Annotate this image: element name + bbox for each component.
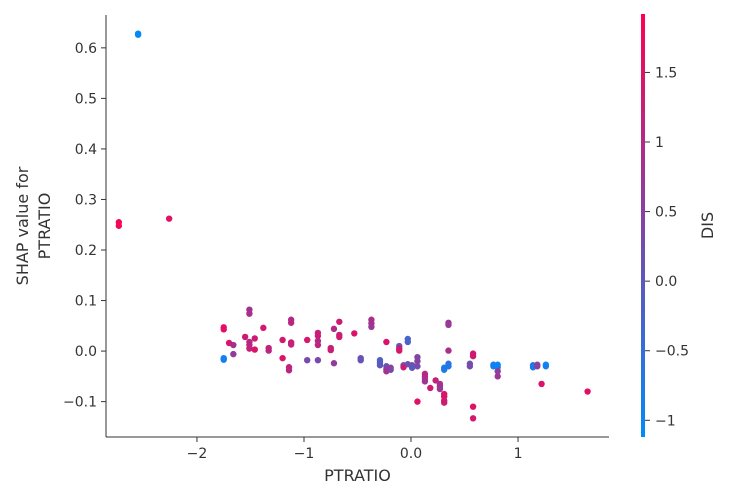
data-point [445,321,452,329]
x-tick-label: 1 [514,446,523,462]
data-point [432,377,439,384]
data-point [304,336,311,344]
data-point [440,399,448,406]
data-point [376,362,384,369]
data-point [314,332,322,340]
colorbar-label: DIS [698,212,717,239]
scatter-points [115,30,591,422]
data-point [287,319,295,326]
data-point [287,341,295,348]
x-tick-label: 0.0 [400,446,422,462]
data-point [251,346,258,353]
data-point [469,415,477,422]
colorbar-tick-label: 0.5 [655,205,677,221]
data-point [330,325,338,333]
data-point [251,335,258,342]
data-point [314,356,322,364]
y-axis-title-line-2: PTRATIO [35,193,54,260]
data-point [440,366,448,373]
y-tick-label: 0.0 [75,344,97,360]
y-tick-label: 0.2 [75,243,97,259]
data-point [445,363,452,370]
colorbar-tick-label: 1.5 [655,65,677,81]
x-tick-label: −1 [294,446,315,462]
data-point [260,324,267,332]
colorbar-tick-label: 1 [655,135,664,151]
data-point [246,310,253,317]
data-point [445,347,452,354]
data-point [279,336,286,344]
data-point [494,373,501,380]
data-point [336,333,343,341]
y-tick-label: −0.1 [63,395,97,411]
colorbar-tick-label: −0.5 [655,344,689,360]
data-point [387,366,394,373]
data-point [542,363,550,370]
x-axis-title: PTRATIO [324,466,391,485]
data-point [396,347,403,354]
data-point [414,398,421,405]
colorbar-tick-label: −1 [655,413,676,429]
data-point [436,385,444,393]
colorbar-tick-label: 0.0 [655,274,677,290]
data-point [427,384,434,392]
data-point [357,356,364,364]
data-point [351,330,358,337]
data-point [314,341,322,349]
data-point [265,347,272,354]
x-tick-label: −2 [187,446,208,462]
data-point [279,354,286,362]
data-point [246,345,253,352]
data-point [220,356,227,363]
data-point [368,323,375,331]
data-point [327,346,334,354]
y-tick-label: 0.4 [75,142,97,158]
data-point [330,360,338,367]
data-point [404,338,411,346]
data-point [220,326,227,333]
y-axis-title-line-1: SHAP value for [13,166,32,285]
data-point [584,388,591,395]
data-point [414,363,421,370]
data-point [494,368,501,375]
data-point [383,338,390,346]
data-point [230,341,237,349]
data-point [241,333,249,341]
data-point [534,363,541,370]
y-tick-label: 0.6 [75,41,97,57]
y-tick-label: 0.1 [75,294,97,310]
data-point [408,364,416,371]
y-tick-label: 0.5 [75,91,97,107]
data-point [538,380,545,388]
data-point [336,318,343,325]
y-axis: −0.1 0.0 0.1 0.2 0.3 0.4 0.5 0.6 [63,15,107,437]
data-point [304,356,311,364]
data-point [421,378,429,385]
data-point [230,350,237,358]
data-point [469,403,477,410]
data-point [285,367,293,374]
x-axis: −2 −1 0.0 1 [106,436,609,462]
data-point [466,363,474,370]
colorbar-gradient [641,14,645,437]
data-point [414,357,421,365]
data-point [134,31,142,38]
data-point [115,222,123,229]
data-point [469,352,477,360]
y-tick-label: 0.3 [75,192,97,208]
data-point [165,215,173,222]
colorbar: −1 −0.5 0.0 0.5 1 1.5 [641,14,689,437]
